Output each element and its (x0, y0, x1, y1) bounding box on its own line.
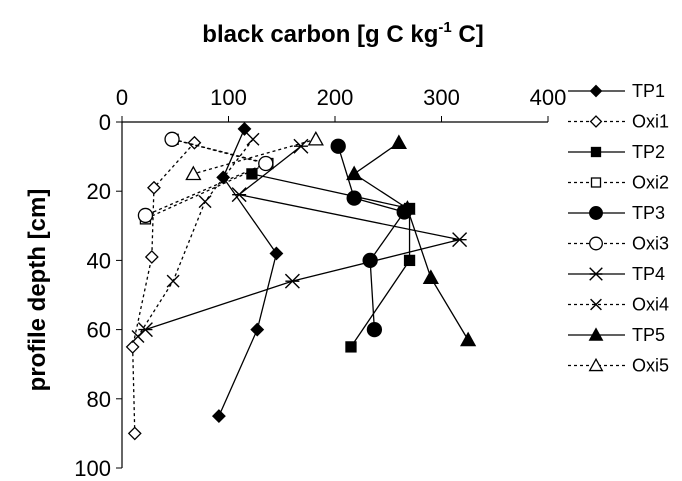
y-tick-label: 80 (87, 387, 111, 412)
data-point-tp3 (366, 321, 383, 338)
series-line-tp3 (337, 146, 406, 330)
data-point-tp2 (246, 168, 258, 180)
y-tick-label: 0 (99, 110, 111, 135)
series-line-oxi1 (131, 142, 195, 434)
x-axis-title: black carbon [g C kg-1 C] (202, 19, 483, 48)
legend-item-oxi2: Oxi2 (568, 173, 669, 193)
legend-marker-tp3 (589, 206, 603, 220)
y-tick-label: 40 (87, 248, 111, 273)
series-tp1 (211, 122, 284, 424)
series-oxi3 (137, 131, 274, 224)
data-point-tp1 (237, 122, 252, 136)
legend-item-tp3: TP3 (568, 203, 665, 223)
series-oxi5 (185, 130, 324, 181)
data-point-oxi1 (125, 339, 140, 354)
legend-marker-tp2 (590, 146, 602, 158)
legend-marker-oxi5 (588, 357, 604, 372)
x-tick-label: 200 (317, 85, 354, 110)
data-point-tp2 (345, 341, 357, 353)
data-point-tp2 (403, 254, 416, 267)
x-tick-label: 100 (210, 85, 247, 110)
legend-label-oxi5: Oxi5 (632, 356, 669, 376)
legend-label-tp3: TP3 (632, 203, 665, 223)
data-point-tp4 (284, 273, 300, 289)
legend: TP1 Oxi1 TP2 Oxi2 TP3 Oxi3 TP4 Oxi4 TP5 Oxi5 (568, 81, 669, 376)
legend-marker-tp5 (588, 327, 604, 341)
data-point-tp4 (231, 187, 247, 203)
legend-marker-oxi2 (590, 177, 602, 188)
legend-item-oxi4: Oxi4 (568, 295, 669, 315)
data-point-tp5 (422, 269, 439, 284)
data-point-oxi4 (131, 330, 145, 344)
data-point-oxi4 (198, 195, 212, 209)
legend-item-oxi1: Oxi1 (568, 112, 669, 132)
y-axis-title: profile depth [cm] (24, 189, 51, 392)
x-tick-label: 0 (116, 85, 128, 110)
y-tick-label: 60 (87, 318, 111, 343)
data-point-tp1 (250, 322, 265, 337)
data-point-tp5 (399, 200, 416, 215)
legend-label-oxi3: Oxi3 (632, 234, 669, 254)
y-tick-label: 100 (74, 456, 111, 481)
data-point-oxi3 (137, 207, 154, 224)
data-point-tp1 (269, 246, 284, 261)
data-point-oxi5 (185, 165, 202, 181)
series-oxi4 (131, 132, 260, 344)
legend-label-tp2: TP2 (632, 142, 665, 162)
legend-label-tp4: TP4 (632, 264, 665, 284)
legend-item-tp1: TP1 (568, 81, 665, 101)
legend-marker-tp4 (589, 267, 603, 281)
legend-label-oxi4: Oxi4 (632, 295, 669, 315)
data-point-tp5 (460, 331, 477, 347)
data-point-tp3 (346, 190, 362, 206)
series-tp4 (137, 138, 468, 338)
data-point-tp4 (293, 138, 309, 154)
data-point-tp5 (346, 165, 363, 181)
legend-label-oxi2: Oxi2 (632, 173, 669, 193)
data-point-oxi3 (164, 131, 180, 147)
y-tick-label: 20 (87, 179, 111, 204)
data-point-tp1 (211, 409, 226, 424)
series-tp5 (346, 134, 477, 347)
legend-item-oxi3: Oxi3 (568, 234, 669, 254)
axes: 0 100 200 300 400 0 20 40 60 80 100 (74, 85, 566, 481)
x-tick-label: 300 (423, 85, 460, 110)
legend-label-oxi1: Oxi1 (632, 112, 669, 132)
series-line-tp2 (251, 173, 411, 348)
x-tick-label: 400 (530, 85, 567, 110)
legend-item-tp5: TP5 (568, 325, 665, 345)
x-axis-title-tail: C] (452, 21, 484, 48)
legend-item-oxi5: Oxi5 (568, 356, 669, 376)
legend-marker-tp1 (589, 84, 603, 98)
data-point-tp5 (390, 134, 408, 150)
data-point-oxi4 (166, 274, 180, 288)
legend-label-tp5: TP5 (632, 325, 665, 345)
data-point-oxi3 (258, 155, 274, 172)
data-point-oxi1 (127, 426, 142, 441)
x-axis-title-main: black carbon [g C kg (202, 21, 438, 48)
data-point-oxi4 (246, 132, 260, 146)
series-oxi1 (125, 135, 202, 441)
legend-item-tp2: TP2 (568, 142, 665, 162)
legend-marker-oxi1 (589, 115, 603, 128)
data-point-oxi1 (187, 135, 202, 150)
series-layer (125, 122, 477, 441)
legend-marker-oxi3 (589, 236, 603, 251)
x-axis-title-sup: -1 (438, 19, 451, 36)
legend-marker-oxi4 (590, 298, 602, 311)
data-point-oxi1 (147, 180, 161, 195)
series-tp3 (330, 138, 412, 338)
data-point-oxi1 (144, 250, 159, 264)
series-line-oxi4 (137, 138, 254, 337)
legend-label-tp1: TP1 (632, 81, 665, 101)
legend-item-tp4: TP4 (568, 264, 665, 284)
data-point-tp3 (330, 138, 346, 154)
data-point-tp4 (452, 232, 468, 248)
data-point-oxi5 (307, 130, 324, 146)
